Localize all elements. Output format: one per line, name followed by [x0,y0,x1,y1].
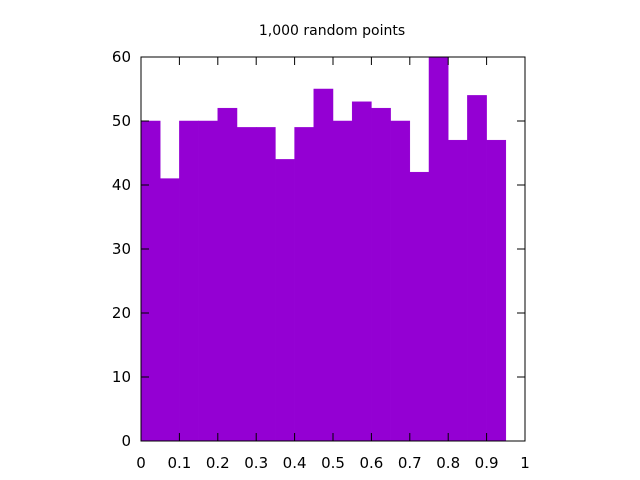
histogram-bar [486,139,507,442]
chart-title: 1,000 random points [259,23,405,39]
x-tick-label: 0.6 [359,454,383,472]
histogram-bar [371,107,391,442]
x-tick-label: 0 [136,454,146,472]
x-tick-label: 0.3 [244,454,268,472]
x-tick-label: 0.4 [283,454,307,472]
histogram-bar [236,127,257,442]
histogram-bar [332,120,353,442]
x-tick-label: 0.1 [167,454,191,472]
y-tick-label: 20 [112,304,131,322]
histogram-bar [467,95,487,442]
x-tick-label: 0.2 [206,454,230,472]
histogram-bar [255,127,276,442]
ticks-layer [140,56,526,442]
x-tick-labels: 0 0.1 0.2 0.3 0.4 0.5 0.6 0.7 0.8 0.9 1 [136,454,530,472]
y-tick-label: 30 [112,240,131,258]
histogram-bar [390,120,411,442]
histogram-bar [217,107,238,442]
y-tick-label: 10 [112,368,131,386]
bars-layer [140,56,507,442]
x-tick-label: 0.5 [321,454,345,472]
y-tick-label: 50 [112,112,131,130]
histogram-bar [294,127,315,442]
y-tick-label: 40 [112,176,131,194]
y-tick-labels: 0 10 20 30 40 50 60 [112,48,131,450]
histogram-bar [198,120,219,442]
histogram-bar [447,139,468,442]
histogram-bar [140,120,161,442]
histogram-bar [428,56,449,442]
histogram-bar [179,120,199,442]
y-tick-label: 60 [112,48,131,66]
x-tick-label: 0.8 [436,454,460,472]
x-tick-label: 1 [520,454,530,472]
histogram-bar [313,88,334,442]
x-tick-label: 0.9 [475,454,499,472]
x-tick-label: 0.7 [398,454,422,472]
histogram-bar [351,101,372,442]
histogram-bar [159,178,180,442]
histogram-bar [275,159,295,442]
y-tick-label: 0 [121,432,131,450]
histogram-bar [409,171,430,442]
